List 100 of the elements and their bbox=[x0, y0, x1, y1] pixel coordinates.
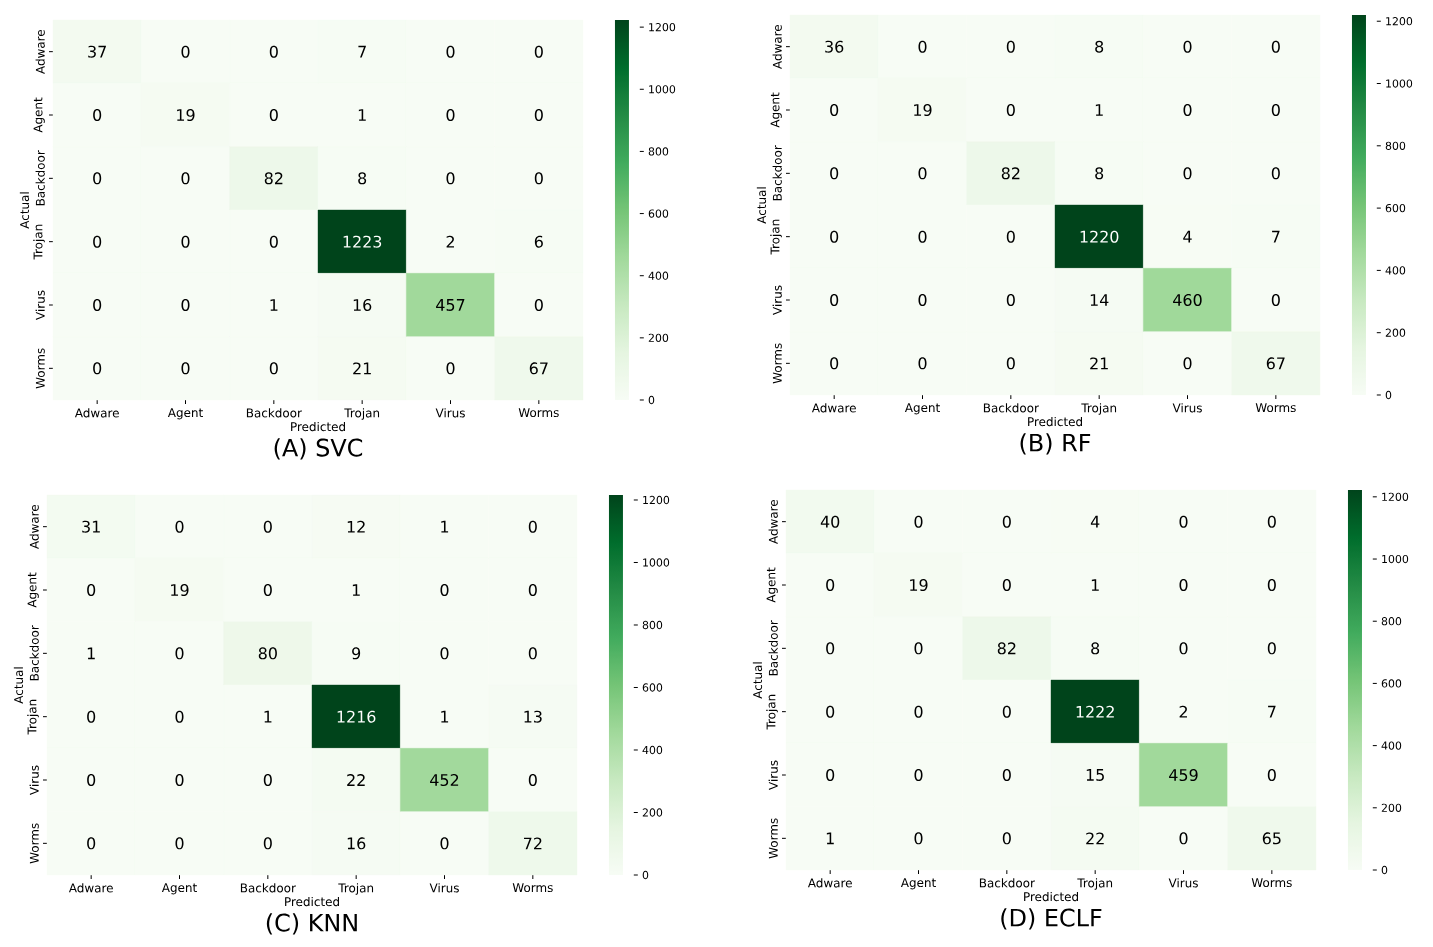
y-tick-label: Trojan bbox=[33, 224, 45, 260]
data-label: 0 bbox=[826, 705, 835, 718]
data-label: 0 bbox=[269, 362, 278, 375]
y-tick-label: Adware bbox=[35, 29, 45, 74]
data-label: 0 bbox=[87, 773, 96, 787]
data-label: 19 bbox=[177, 108, 195, 122]
data-label: 1 bbox=[264, 710, 272, 723]
data-label: 0 bbox=[269, 235, 278, 248]
data-label: 460 bbox=[1173, 293, 1202, 307]
data-label: 22 bbox=[347, 774, 365, 786]
data-label: 0 bbox=[175, 520, 184, 533]
data-label: 0 bbox=[269, 45, 278, 58]
data-label: 1222 bbox=[1076, 705, 1114, 718]
color-bar-label: 1200 bbox=[649, 23, 676, 32]
data-label: 0 bbox=[93, 362, 102, 375]
data-label: 0 bbox=[1002, 515, 1011, 528]
data-label: 0 bbox=[830, 357, 839, 370]
color-bar-label: 200 bbox=[1385, 328, 1406, 337]
data-label: 0 bbox=[446, 172, 455, 185]
data-label: 15 bbox=[1086, 769, 1104, 781]
data-label: 0 bbox=[918, 357, 927, 370]
color-bar-label: 0 bbox=[642, 870, 649, 880]
color-bar-label: 1000 bbox=[643, 558, 670, 567]
data-label: 19 bbox=[910, 578, 928, 592]
color-bar-label: 1200 bbox=[1382, 492, 1409, 501]
color-bar-label: 1000 bbox=[649, 85, 676, 94]
x-tick-label: Worms bbox=[1251, 878, 1292, 888]
y-tick-label: Trojan bbox=[766, 694, 778, 730]
data-label: 0 bbox=[93, 108, 102, 122]
y-tick-label: Adware bbox=[29, 504, 39, 549]
text: (B) RF bbox=[1020, 433, 1091, 455]
data-label: 0 bbox=[1179, 578, 1188, 592]
data-label: 0 bbox=[534, 108, 543, 122]
data-label: 9 bbox=[352, 647, 361, 660]
color-bar-label: 1200 bbox=[643, 495, 670, 505]
data-label: 0 bbox=[181, 362, 190, 375]
data-label: 31 bbox=[82, 520, 100, 533]
data-label: 0 bbox=[1006, 357, 1015, 370]
data-label: 0 bbox=[181, 172, 190, 185]
y-tick-label: Virus bbox=[772, 285, 782, 315]
data-label: 40 bbox=[820, 515, 840, 528]
data-label: 82 bbox=[1001, 167, 1020, 180]
data-label: 1 bbox=[358, 109, 366, 121]
data-label: 0 bbox=[1002, 705, 1011, 718]
data-label: 0 bbox=[1183, 103, 1192, 117]
data-label: 21 bbox=[353, 362, 371, 375]
data-label: 12 bbox=[347, 520, 365, 533]
data-label: 0 bbox=[1271, 293, 1280, 307]
data-label: 16 bbox=[353, 298, 372, 312]
x-tick-label: Backdoor bbox=[983, 403, 1039, 413]
x-tick-label: Adware bbox=[807, 878, 852, 888]
color-bar-label: 800 bbox=[1385, 141, 1406, 150]
x-tick-label: Trojan bbox=[1081, 403, 1117, 415]
data-label: 0 bbox=[1183, 357, 1192, 370]
color-bar-label: 0 bbox=[648, 395, 655, 405]
color-bar-label: 400 bbox=[642, 745, 663, 755]
data-label: 0 bbox=[1002, 832, 1011, 845]
color-bar-label: 0 bbox=[1385, 390, 1392, 400]
data-label: 19 bbox=[914, 103, 932, 117]
y-tick-label: Virus bbox=[29, 765, 39, 795]
data-label: 0 bbox=[446, 362, 455, 375]
color-bar-label: 800 bbox=[1381, 617, 1402, 626]
data-label: 452 bbox=[430, 773, 459, 787]
data-label: 0 bbox=[914, 832, 923, 845]
y-tick-label: Trojan bbox=[27, 699, 39, 735]
data-label: 80 bbox=[258, 647, 277, 660]
color-bar-label: 200 bbox=[648, 333, 669, 342]
data-label: 0 bbox=[528, 647, 537, 660]
color-bar-label: 600 bbox=[642, 683, 663, 692]
data-label: 0 bbox=[1271, 167, 1280, 180]
x-axis-title: Predicted bbox=[285, 896, 339, 907]
color-bar-label: 1000 bbox=[1382, 554, 1409, 564]
data-label: 0 bbox=[1183, 167, 1192, 180]
data-label: 0 bbox=[181, 298, 190, 312]
data-label: 0 bbox=[446, 45, 455, 58]
data-label: 0 bbox=[1179, 832, 1188, 845]
data-label: 21 bbox=[1090, 357, 1108, 370]
data-label: 1 bbox=[1095, 104, 1103, 116]
data-label: 0 bbox=[1271, 40, 1280, 53]
x-tick-label: Agent bbox=[167, 408, 203, 420]
data-label: 2 bbox=[446, 235, 454, 248]
data-label: 0 bbox=[175, 710, 184, 723]
x-tick-label: Worms bbox=[512, 883, 553, 893]
data-label: 0 bbox=[181, 235, 190, 248]
data-label: 7 bbox=[358, 45, 366, 58]
data-label: 67 bbox=[1266, 357, 1285, 370]
data-label: 0 bbox=[914, 705, 923, 718]
color-bar-label: 200 bbox=[642, 808, 663, 817]
data-label: 7 bbox=[1268, 705, 1276, 718]
data-label: 8 bbox=[1091, 642, 1100, 655]
data-label: 0 bbox=[918, 230, 927, 243]
data-label: 1 bbox=[1091, 579, 1099, 591]
data-label: 0 bbox=[87, 710, 96, 723]
data-label: 0 bbox=[1006, 40, 1015, 53]
data-label: 0 bbox=[263, 583, 272, 597]
data-label: 0 bbox=[1179, 515, 1188, 528]
x-tick-label: Trojan bbox=[344, 408, 380, 420]
data-label: 8 bbox=[358, 172, 367, 185]
y-axis-title: Actual bbox=[13, 667, 24, 704]
x-tick-label: Worms bbox=[518, 408, 559, 418]
